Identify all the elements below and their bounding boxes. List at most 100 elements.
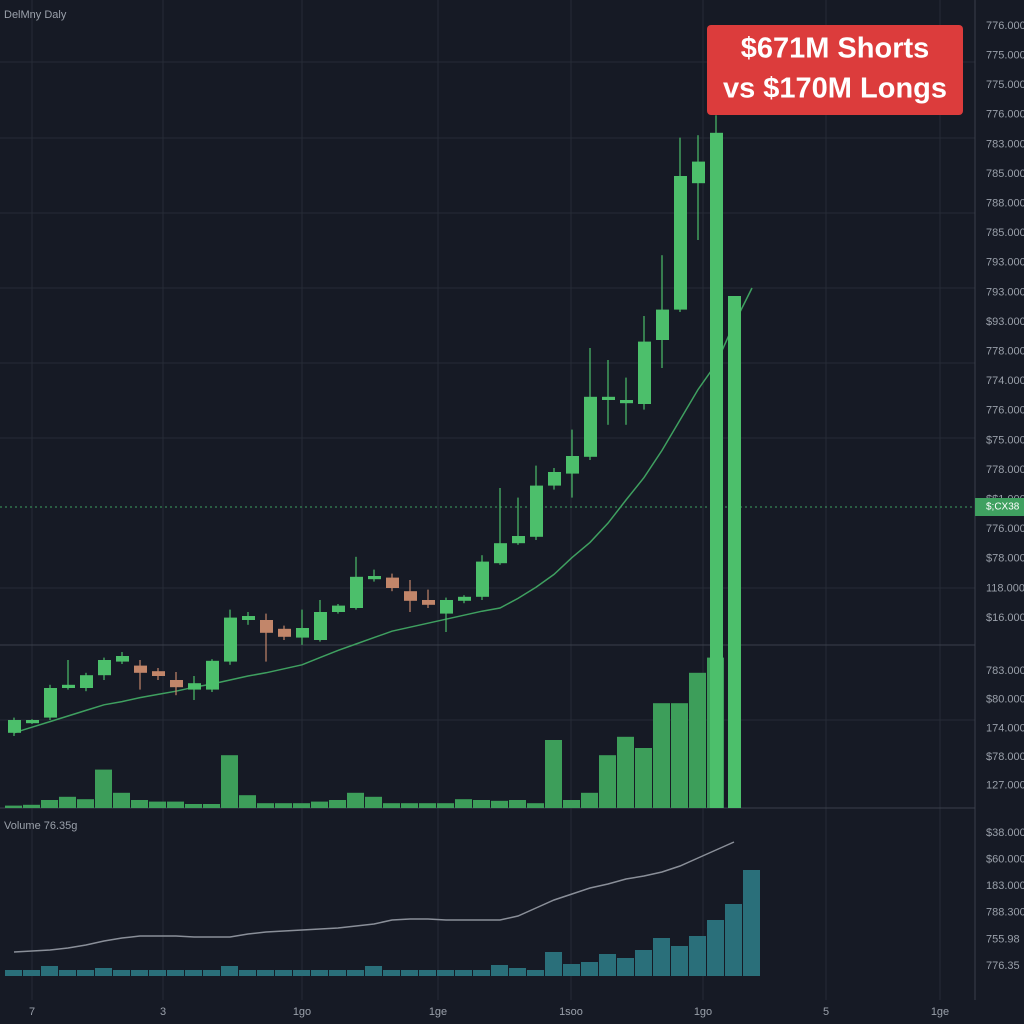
- volume-bar: [293, 803, 310, 808]
- volume-bar: [419, 803, 436, 808]
- x-tick-label: 7: [29, 1006, 35, 1018]
- volume-bar: [23, 804, 40, 808]
- volume-bar: [275, 803, 292, 808]
- volume-bar: [239, 795, 256, 808]
- lower-volume-bar: [23, 970, 40, 976]
- candle-body: [296, 628, 309, 638]
- price-label: 776.000: [986, 109, 1024, 121]
- candle-body: [44, 688, 57, 718]
- x-tick-label: 5: [823, 1006, 829, 1018]
- volume-bar: [5, 805, 22, 808]
- candle-body: [332, 605, 345, 612]
- volume-bar: [113, 792, 130, 808]
- x-tick-label: 1go: [293, 1006, 311, 1018]
- volume-bar: [437, 803, 454, 808]
- price-axis: 776.000 775.000 775.000 776.000 783.000 785.0…: [29, 20, 1024, 1018]
- lower-volume-bar: [509, 968, 526, 976]
- volume-price-label: $38.000: [986, 827, 1024, 839]
- lower-volume-bar: [131, 970, 148, 976]
- volume-bar: [203, 804, 220, 808]
- price-label: 776.000: [986, 405, 1024, 417]
- lower-volume-bar: [149, 970, 166, 976]
- price-label: 118.000: [986, 582, 1024, 594]
- candle-body: [512, 536, 525, 544]
- volume-bar: [221, 755, 238, 808]
- candle-body: [26, 720, 39, 724]
- volume-bar: [491, 800, 508, 808]
- volume-bar: [95, 769, 112, 808]
- lower-volume-bar: [635, 950, 652, 976]
- lower-volume-bar: [473, 970, 490, 976]
- candle-body: [8, 720, 21, 733]
- volume-bar: [545, 740, 562, 808]
- volume-bar: [77, 799, 94, 808]
- candle-body: [422, 600, 435, 605]
- lower-volume-bar: [617, 958, 634, 976]
- volume-bar: [455, 799, 472, 808]
- volume-bar: [185, 804, 202, 808]
- candle-body: [566, 456, 579, 474]
- x-tick-label: 1ge: [429, 1006, 447, 1018]
- volume-price-label: 788.300: [986, 907, 1024, 919]
- price-label: $75.000: [986, 434, 1024, 446]
- price-tag-box: [975, 498, 1024, 516]
- volume-bar: [131, 800, 148, 808]
- volume-bar: [635, 748, 652, 808]
- price-label: 127.000: [986, 780, 1024, 792]
- lower-volume-bar: [95, 968, 112, 976]
- volume-bar: [671, 703, 688, 808]
- x-tick-label: 1go: [694, 1006, 712, 1018]
- lower-volume-bar: [221, 966, 238, 976]
- volume-bar: [167, 801, 184, 808]
- moving-average: [13, 287, 753, 734]
- lower-volume-bar: [167, 970, 184, 976]
- candle-body: [350, 576, 363, 608]
- price-label: 174.000: [986, 722, 1024, 734]
- volume-price-label: 776.35: [986, 960, 1020, 972]
- x-tick-label: 1soo: [559, 1006, 583, 1018]
- lower-volume-bar: [545, 952, 562, 976]
- lower-volume-bar: [77, 970, 94, 976]
- candle-body: [638, 341, 651, 404]
- candle-body: [152, 671, 165, 676]
- candle-body: [710, 132, 723, 809]
- volume-bar: [149, 801, 166, 808]
- candle-body: [242, 616, 255, 620]
- volume-label: Volume 76.35g: [4, 820, 77, 832]
- volume-bar: [41, 800, 58, 808]
- price-label: 793.000: [986, 286, 1024, 298]
- volume-bar: [329, 800, 346, 808]
- price-label: 785.000: [986, 168, 1024, 180]
- annotation: $671M Shorts: [741, 33, 930, 65]
- lower-volume-bar: [113, 970, 130, 976]
- volume-bar: [653, 703, 670, 808]
- lower-volume-bar: [293, 970, 310, 976]
- candle-body: [584, 396, 597, 457]
- x-tick-label: 3: [160, 1006, 166, 1018]
- candle-body: [530, 485, 543, 537]
- lower-volume-bar: [365, 966, 382, 976]
- lower-volume-bar: [689, 936, 706, 976]
- lower-volume-bar: [185, 970, 202, 976]
- candle-body: [134, 665, 147, 673]
- volume-bar: [509, 800, 526, 808]
- price-label: $16.000: [986, 612, 1024, 624]
- price-label: 788.000: [986, 198, 1024, 210]
- price-label: 783.000: [986, 665, 1024, 677]
- volume-bar: [689, 672, 706, 808]
- price-label: 785.000: [986, 227, 1024, 239]
- candle-body: [188, 683, 201, 690]
- lower-volume-bar: [563, 964, 580, 976]
- lower-volume-bar: [671, 946, 688, 976]
- lower-volume-bar: [725, 904, 742, 976]
- price-label: 775.000: [986, 79, 1024, 91]
- lower-volume-bar: [599, 954, 616, 976]
- candle-body: [116, 656, 129, 662]
- annotation-box: [707, 25, 963, 115]
- candle-body: [260, 620, 273, 633]
- candle-body: [368, 576, 381, 580]
- candle-body: [440, 600, 453, 614]
- lower-volume-bar: [275, 970, 292, 976]
